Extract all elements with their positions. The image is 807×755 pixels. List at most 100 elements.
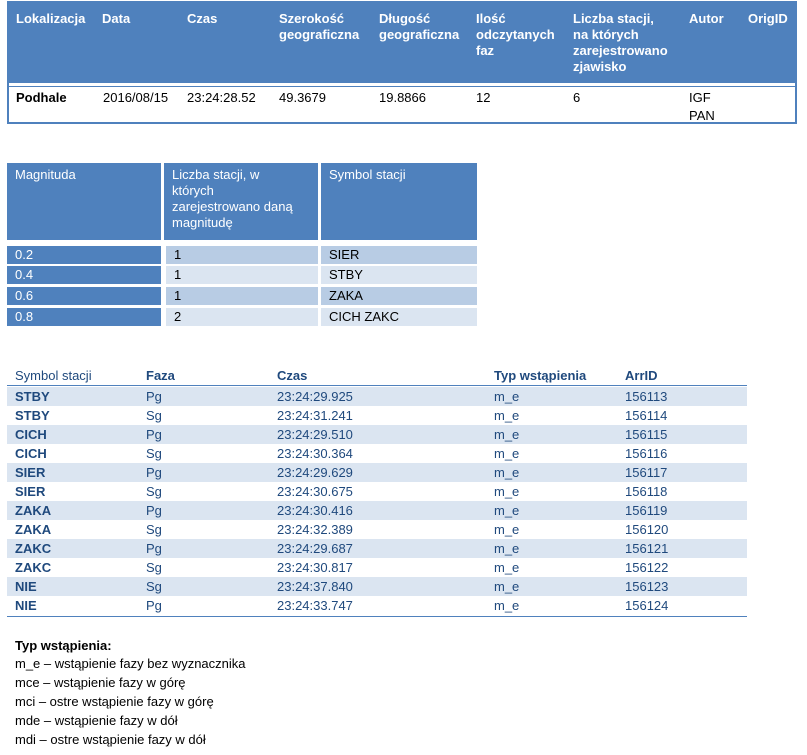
cell-ilosc-faz: 12	[476, 90, 491, 105]
mag-value: 0.8	[7, 308, 161, 326]
row-phase: Pg	[146, 427, 162, 442]
legend-item: mdi – ostre wstąpienie fazy w dół	[15, 732, 206, 747]
row-station: ZAKC	[15, 560, 52, 575]
row-arrid: 156118	[625, 484, 668, 499]
row-station: SIER	[15, 484, 46, 499]
table-row: SIER Pg 23:24:29.629 m_e 156117	[7, 463, 747, 482]
table-row: NIE Sg 23:24:37.840 m_e 156123	[7, 577, 747, 596]
row-time: 23:24:29.687	[277, 541, 353, 556]
row-onset: m_e	[494, 484, 520, 499]
row-onset: m_e	[494, 503, 520, 518]
cell-liczba-stacji: 6	[573, 90, 581, 105]
row-arrid: 156122	[625, 560, 669, 575]
header-liczba-stacji: Liczba stacji, na których zarejestrowano zj…	[573, 11, 668, 74]
row-station: ZAKC	[15, 541, 52, 556]
mag-stations: CICH ZAKC	[321, 308, 477, 326]
header-magnituda: Magnituda	[7, 163, 161, 240]
row-arrid: 156120	[625, 522, 669, 537]
phase-table-header-rule	[7, 385, 747, 386]
row-station: CICH	[15, 427, 47, 442]
row-phase: Sg	[146, 408, 162, 423]
row-phase: Pg	[146, 598, 162, 613]
row-arrid: 156123	[625, 579, 669, 594]
row-time: 23:24:33.747	[277, 598, 353, 613]
row-time: 23:24:29.510	[277, 427, 353, 442]
cell-dlugosc: 19.8866	[379, 90, 426, 105]
row-time: 23:24:29.629	[277, 465, 353, 480]
table-row: CICH Pg 23:24:29.510 m_e 156115	[7, 425, 747, 444]
mag-count: 2	[166, 308, 318, 326]
row-onset: m_e	[494, 579, 520, 594]
row-phase: Sg	[146, 560, 162, 575]
header-autor: Autor	[689, 11, 724, 26]
header-data: Data	[102, 11, 131, 26]
legend-item: mci – ostre wstąpienie fazy w górę	[15, 694, 214, 709]
mag-value: 0.2	[7, 246, 161, 264]
row-arrid: 156121	[625, 541, 669, 556]
table-row: STBY Pg 23:24:29.925 m_e 156113	[7, 387, 747, 406]
row-onset: m_e	[494, 598, 520, 613]
row-time: 23:24:37.840	[277, 579, 353, 594]
header-szerokosc: Szerokość geograficzna	[279, 11, 360, 42]
row-station: NIE	[15, 598, 37, 613]
header-symbol-stacji: Symbol stacji	[15, 368, 92, 383]
event-table-header: Lokalizacja Data Czas Szerokość geografic…	[9, 3, 795, 83]
event-table: Lokalizacja Data Czas Szerokość geografic…	[7, 1, 797, 124]
row-arrid: 156113	[625, 389, 668, 404]
mag-count: 1	[166, 287, 318, 305]
cell-lokalizacja: Podhale	[16, 90, 67, 105]
row-onset: m_e	[494, 465, 520, 480]
row-station: STBY	[15, 389, 50, 404]
row-arrid: 156119	[625, 503, 668, 518]
header-lokalizacja: Lokalizacja	[16, 11, 86, 26]
row-time: 23:24:31.241	[277, 408, 353, 423]
row-phase: Pg	[146, 465, 162, 480]
row-onset: m_e	[494, 446, 520, 461]
row-arrid: 156115	[625, 427, 668, 442]
row-onset: m_e	[494, 389, 520, 404]
mag-stations: STBY	[321, 266, 477, 284]
row-onset: m_e	[494, 522, 520, 537]
legend-item: mce – wstąpienie fazy w górę	[15, 675, 186, 690]
row-time: 23:24:30.364	[277, 446, 353, 461]
row-time: 23:24:30.675	[277, 484, 353, 499]
row-phase: Sg	[146, 522, 162, 537]
table-row: CICH Sg 23:24:30.364 m_e 156116	[7, 444, 747, 463]
table-row: STBY Sg 23:24:31.241 m_e 156114	[7, 406, 747, 425]
table-row: ZAKC Pg 23:24:29.687 m_e 156121	[7, 539, 747, 558]
row-station: STBY	[15, 408, 50, 423]
header-arrid: ArrID	[625, 368, 658, 383]
row-time: 23:24:30.416	[277, 503, 353, 518]
table-row: NIE Pg 23:24:33.747 m_e 156124	[7, 596, 747, 615]
row-phase: Sg	[146, 579, 162, 594]
row-arrid: 156116	[625, 446, 668, 461]
table-row: ZAKC Sg 23:24:30.817 m_e 156122	[7, 558, 747, 577]
mag-count: 1	[166, 266, 318, 284]
header-origid: OrigID	[748, 11, 788, 26]
cell-szerokosc: 49.3679	[279, 90, 326, 105]
row-onset: m_e	[494, 408, 520, 423]
row-arrid: 156114	[625, 408, 668, 423]
cell-czas: 23:24:28.52	[187, 90, 256, 105]
row-station: CICH	[15, 446, 47, 461]
legend-title: Typ wstąpienia:	[15, 638, 112, 653]
table-row: ZAKA Sg 23:24:32.389 m_e 156120	[7, 520, 747, 539]
header-ilosc-faz: Ilość odczytanych faz	[476, 11, 555, 58]
table-row: ZAKA Pg 23:24:30.416 m_e 156119	[7, 501, 747, 520]
header-typ-wstapienia: Typ wstąpienia	[494, 368, 587, 383]
row-onset: m_e	[494, 541, 520, 556]
mag-count: 1	[166, 246, 318, 264]
row-onset: m_e	[494, 427, 520, 442]
row-time: 23:24:29.925	[277, 389, 353, 404]
phase-table-bottom-rule	[7, 616, 747, 617]
row-onset: m_e	[494, 560, 520, 575]
mag-stations: SIER	[321, 246, 477, 264]
row-time: 23:24:32.389	[277, 522, 353, 537]
row-arrid: 156117	[625, 465, 668, 480]
legend-item: m_e – wstąpienie fazy bez wyznacznika	[15, 656, 246, 671]
mag-value: 0.6	[7, 287, 161, 305]
row-arrid: 156124	[625, 598, 669, 613]
header-dlugosc: Długość geograficzna	[379, 11, 460, 42]
row-phase: Pg	[146, 389, 162, 404]
row-station: SIER	[15, 465, 46, 480]
